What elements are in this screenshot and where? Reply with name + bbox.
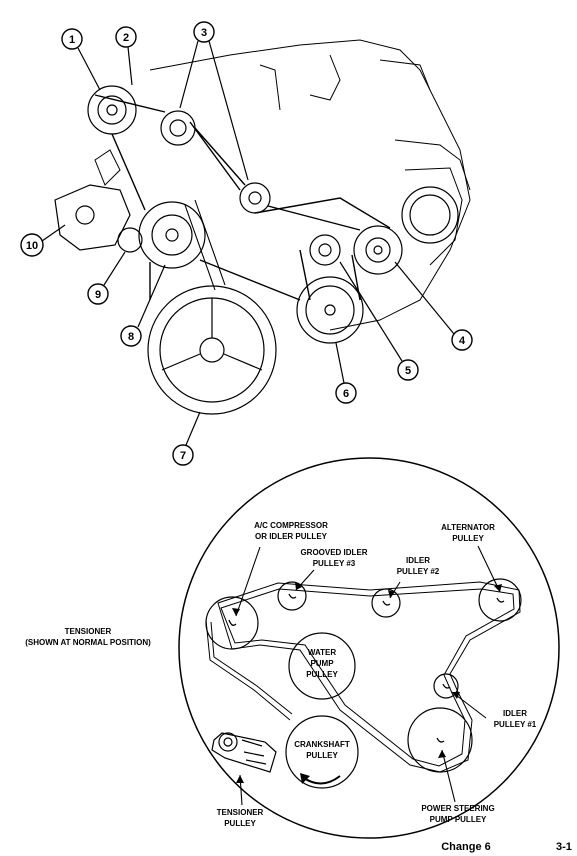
callout-2: 2 [115, 26, 137, 86]
callout-5: 5 [339, 261, 419, 381]
svg-text:TENSIONER: TENSIONER [217, 808, 264, 817]
svg-text:PULLEY #2: PULLEY #2 [397, 567, 440, 576]
label-ac-compressor: A/C COMPRESSOR OR IDLER PULLEY [254, 521, 328, 541]
svg-text:(SHOWN AT NORMAL POSITION): (SHOWN AT NORMAL POSITION) [25, 638, 151, 647]
svg-text:IDLER: IDLER [503, 709, 527, 718]
callout-10: 10 [20, 224, 66, 257]
label-crankshaft: CRANKSHAFT PULLEY [294, 740, 350, 760]
callout-4: 4 [394, 261, 473, 351]
svg-text:1: 1 [69, 34, 75, 46]
svg-text:10: 10 [26, 240, 38, 252]
svg-text:3: 3 [201, 27, 207, 39]
svg-text:OR IDLER PULLEY: OR IDLER PULLEY [255, 532, 328, 541]
callout-9: 9 [87, 251, 126, 305]
callout-7: 7 [172, 411, 201, 466]
callout-8: 8 [120, 264, 166, 347]
label-power-steering: POWER STEERING PUMP PULLEY [421, 804, 494, 824]
svg-text:PULLEY #3: PULLEY #3 [313, 559, 356, 568]
svg-text:6: 6 [343, 388, 349, 400]
svg-text:WATER: WATER [308, 648, 337, 657]
tensioner-assembly [211, 732, 277, 773]
svg-text:GROOVED IDLER: GROOVED IDLER [300, 548, 367, 557]
svg-text:CRANKSHAFT: CRANKSHAFT [294, 740, 350, 749]
label-alternator: ALTERNATOR PULLEY [441, 523, 495, 543]
label-idler-1: IDLER PULLEY #1 [494, 709, 537, 729]
alternator-pulley [478, 578, 522, 622]
svg-text:PUMP: PUMP [310, 659, 334, 668]
svg-text:PULLEY #1: PULLEY #1 [494, 720, 537, 729]
svg-text:POWER STEERING: POWER STEERING [421, 804, 494, 813]
svg-text:A/C COMPRESSOR: A/C COMPRESSOR [254, 521, 328, 530]
label-idler-2: IDLER PULLEY #2 [397, 556, 440, 576]
label-tensioner-pulley: TENSIONER PULLEY [217, 808, 264, 828]
water-pump-pulley [288, 632, 356, 700]
engine-illustration [54, 39, 471, 415]
svg-text:5: 5 [405, 365, 411, 377]
callout-6: 6 [335, 342, 357, 404]
svg-text:4: 4 [459, 335, 466, 347]
idler-pulley-2 [371, 588, 401, 618]
callout-1: 1 [61, 28, 101, 91]
schematic-frame [178, 457, 560, 839]
callout-3: 3 [179, 21, 249, 181]
label-grooved-idler: GROOVED IDLER PULLEY #3 [300, 548, 367, 568]
svg-text:9: 9 [95, 289, 101, 301]
svg-text:IDLER: IDLER [406, 556, 430, 565]
svg-text:PULLEY: PULLEY [306, 751, 338, 760]
rotation-arrow [303, 775, 341, 785]
svg-text:PULLEY: PULLEY [224, 819, 256, 828]
svg-text:8: 8 [128, 331, 134, 343]
idler-pulley-1 [433, 673, 459, 699]
svg-text:PUMP PULLEY: PUMP PULLEY [430, 815, 487, 824]
routing-schematic [178, 457, 560, 839]
change-number: Change 6 [441, 841, 491, 853]
label-water-pump: WATER PUMP PULLEY [306, 648, 338, 679]
page-number: 3-1 [556, 841, 572, 853]
svg-text:PULLEY: PULLEY [452, 534, 484, 543]
crankshaft-pulley [285, 715, 359, 789]
svg-text:7: 7 [180, 450, 186, 462]
svg-text:PULLEY: PULLEY [306, 670, 338, 679]
svg-text:ALTERNATOR: ALTERNATOR [441, 523, 495, 532]
svg-text:2: 2 [123, 32, 129, 44]
label-tensioner-note: TENSIONER (SHOWN AT NORMAL POSITION) [25, 627, 151, 647]
svg-text:TENSIONER: TENSIONER [65, 627, 112, 636]
grooved-idler-pulley-3 [277, 581, 307, 611]
